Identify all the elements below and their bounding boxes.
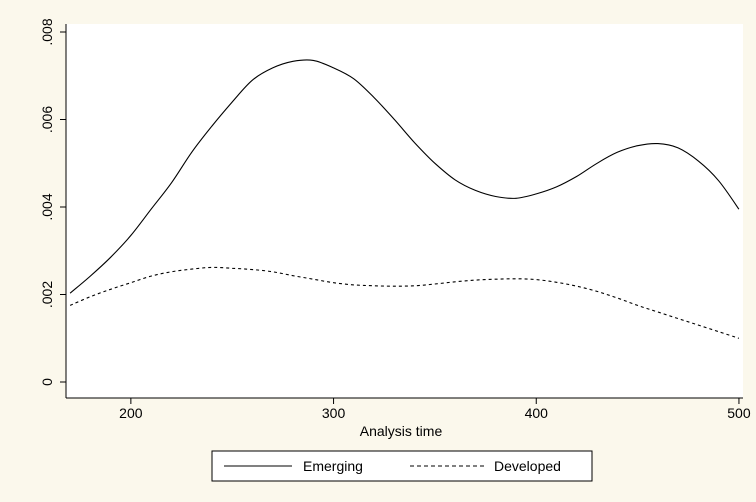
x-axis-title: Analysis time [360, 423, 443, 439]
x-tick-label: 300 [322, 405, 346, 421]
y-tick-label: .008 [39, 18, 55, 45]
series-layer [69, 59, 740, 339]
y-tick-label: .002 [39, 281, 55, 308]
y-tick-label: .004 [39, 193, 55, 220]
plot-area [66, 24, 743, 398]
y-tick-label: .006 [39, 106, 55, 133]
y-tick-label: 0 [39, 378, 55, 386]
legend: Emerging Developed [211, 450, 593, 482]
legend-label-emerging: Emerging [303, 458, 363, 474]
x-tick-label: 200 [119, 405, 143, 421]
legend-label-developed: Developed [494, 458, 561, 474]
x-tick-label: 500 [727, 405, 751, 421]
x-axis-ticks: 200 300 400 500 [119, 398, 751, 421]
x-tick-label: 400 [525, 405, 549, 421]
y-axis-ticks: 0 .002 .004 .006 .008 [39, 18, 66, 386]
series-line-emerging [69, 59, 740, 294]
